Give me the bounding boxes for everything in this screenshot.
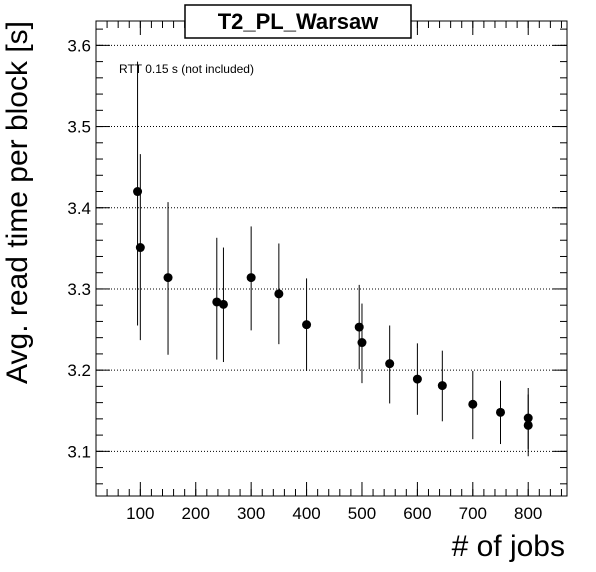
x-tick-label: 300 [237, 504, 265, 523]
x-tick-label: 600 [403, 504, 431, 523]
y-tick-label: 3.2 [67, 361, 91, 380]
x-tick-label: 400 [292, 504, 320, 523]
data-point [468, 399, 478, 409]
data-point [412, 374, 422, 384]
data-point [135, 243, 145, 253]
data-point [246, 273, 256, 283]
annotation-text: RTT 0.15 s (not included) [119, 62, 254, 76]
data-point [163, 273, 173, 283]
data-point [523, 413, 533, 423]
x-tick-label: 200 [182, 504, 210, 523]
data-point [357, 338, 367, 348]
plot-frame [95, 20, 568, 497]
chart-title: T2_PL_Warsaw [218, 9, 379, 34]
y-axis-title: Avg. read time per block [s] [1, 21, 34, 384]
x-tick-label: 800 [514, 504, 542, 523]
x-axis-title: # of jobs [452, 530, 565, 563]
y-tick-label: 3.4 [67, 199, 91, 218]
axis-ticks [95, 21, 567, 496]
data-points [133, 187, 533, 430]
y-tick-label: 3.3 [67, 280, 91, 299]
data-point [274, 289, 284, 299]
data-point [218, 299, 228, 309]
x-tick-label: 500 [348, 504, 376, 523]
data-point [133, 187, 143, 197]
data-point [354, 322, 364, 332]
y-tick-label: 3.1 [67, 442, 91, 461]
data-point [302, 320, 312, 330]
data-point [523, 420, 533, 430]
x-tick-label: 700 [459, 504, 487, 523]
y-tick-label: 3.5 [67, 118, 91, 137]
data-point [437, 381, 447, 391]
tick-labels: 3.1 3.2 3.3 3.4 3.5 3.6 100 200 300 400 500 600 700 8… [67, 36, 542, 523]
data-point [385, 359, 395, 369]
x-tick-label: 100 [126, 504, 154, 523]
error-bars [137, 61, 529, 457]
grid-lines [96, 44, 567, 452]
data-point [496, 407, 506, 417]
title-box [184, 4, 412, 39]
y-tick-label: 3.6 [67, 36, 91, 55]
